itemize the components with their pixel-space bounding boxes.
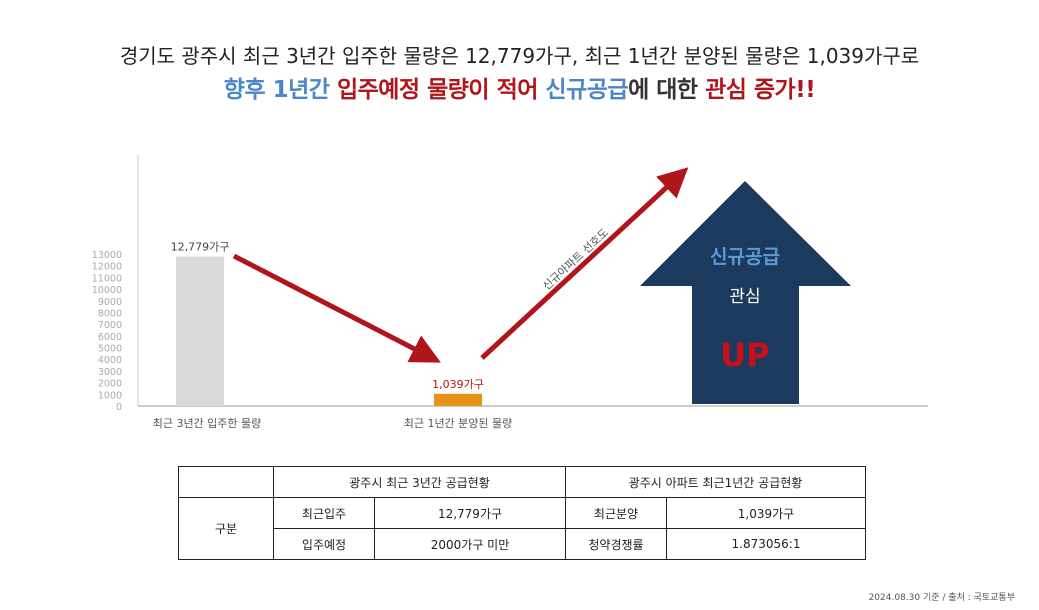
category-label-2: 최근 1년간 분양된 물량 [404,417,513,430]
table-row: 입주예정 2000가구 미만 청약경쟁률 1.873056:1 [179,528,866,560]
arrow-label: 신규아파트 선호도 [540,226,611,293]
y-tick-label: 6000 [98,332,122,343]
chart: 1300012000110001000090008000700060005000… [92,155,928,430]
y-tick-label: 10000 [92,285,122,296]
table-cell: 최근분양 [565,497,667,529]
table-cell: 최근입주 [273,497,375,529]
y-axis-ticks: 1300012000110001000090008000700060005000… [92,250,122,413]
big-arrow-line3: UP [720,336,769,374]
data-label-1: 12,779가구 [171,241,230,254]
y-tick-label: 1000 [98,390,122,401]
big-arrow-line2: 관심 [729,287,760,307]
y-tick-label: 11000 [92,273,122,284]
supply-table: 광주시 최근 3년간 공급현황 광주시 아파트 최근1년간 공급현황 구분 최근… [178,466,866,560]
y-tick-label: 4000 [98,355,122,366]
headline-part-3: 신규공급 [545,77,629,103]
table-cell: 2000가구 미만 [374,528,566,560]
source-footnote: 2024.08.30 기준 / 출처 : 국토교통부 [868,593,1015,603]
table-group1-header: 광주시 최근 3년간 공급현황 [273,466,566,498]
headline-part-4: 에 대한 [628,77,706,103]
y-tick-label: 2000 [98,379,122,390]
y-tick-label: 8000 [98,308,122,319]
headline-part-5: 관심 증가!! [705,77,816,103]
y-tick-label: 5000 [98,344,122,355]
big-arrow-line1: 신규공급 [710,246,780,268]
headline-line1: 경기도 광주시 최근 3년간 입주한 물량은 12,779가구, 최근 1년간 … [119,44,920,68]
table-row-header: 구분 [178,497,274,560]
big-up-arrow: 신규공급 관심 UP [640,181,851,404]
bar-2 [434,393,482,406]
y-tick-label: 13000 [92,250,122,261]
bar-1 [176,256,224,406]
table-cell: 청약경쟁률 [565,528,667,560]
headline-part-1: 향후 1년간 [223,77,337,103]
y-tick-label: 0 [116,402,122,413]
y-tick-label: 3000 [98,367,122,378]
data-label-2: 1,039가구 [432,378,484,391]
table-cell: 입주예정 [273,528,375,560]
table-corner-cell [178,466,274,498]
category-label-1: 최근 3년간 입주한 물량 [153,417,262,430]
big-up-arrow-shape [640,181,851,404]
headline-line2: 향후 1년간 입주예정 물량이 적어 신규공급에 대한 관심 증가!! [0,70,1039,104]
table-header-row: 광주시 최근 3년간 공급현황 광주시 아파트 최근1년간 공급현황 [178,466,866,498]
headline-part-2: 입주예정 물량이 적어 [336,77,546,103]
y-tick-label: 9000 [98,297,122,308]
table-cell: 1.873056:1 [666,528,866,560]
table-cell: 12,779가구 [374,497,566,529]
up-trend-arrow [480,167,689,360]
down-trend-arrow [232,253,441,363]
table-cell: 1,039가구 [666,497,866,529]
table-row: 구분 최근입주 12,779가구 최근분양 1,039가구 [178,497,866,560]
y-tick-label: 7000 [98,320,122,331]
y-tick-label: 12000 [92,262,122,273]
table-group2-header: 광주시 아파트 최근1년간 공급현황 [565,466,866,498]
